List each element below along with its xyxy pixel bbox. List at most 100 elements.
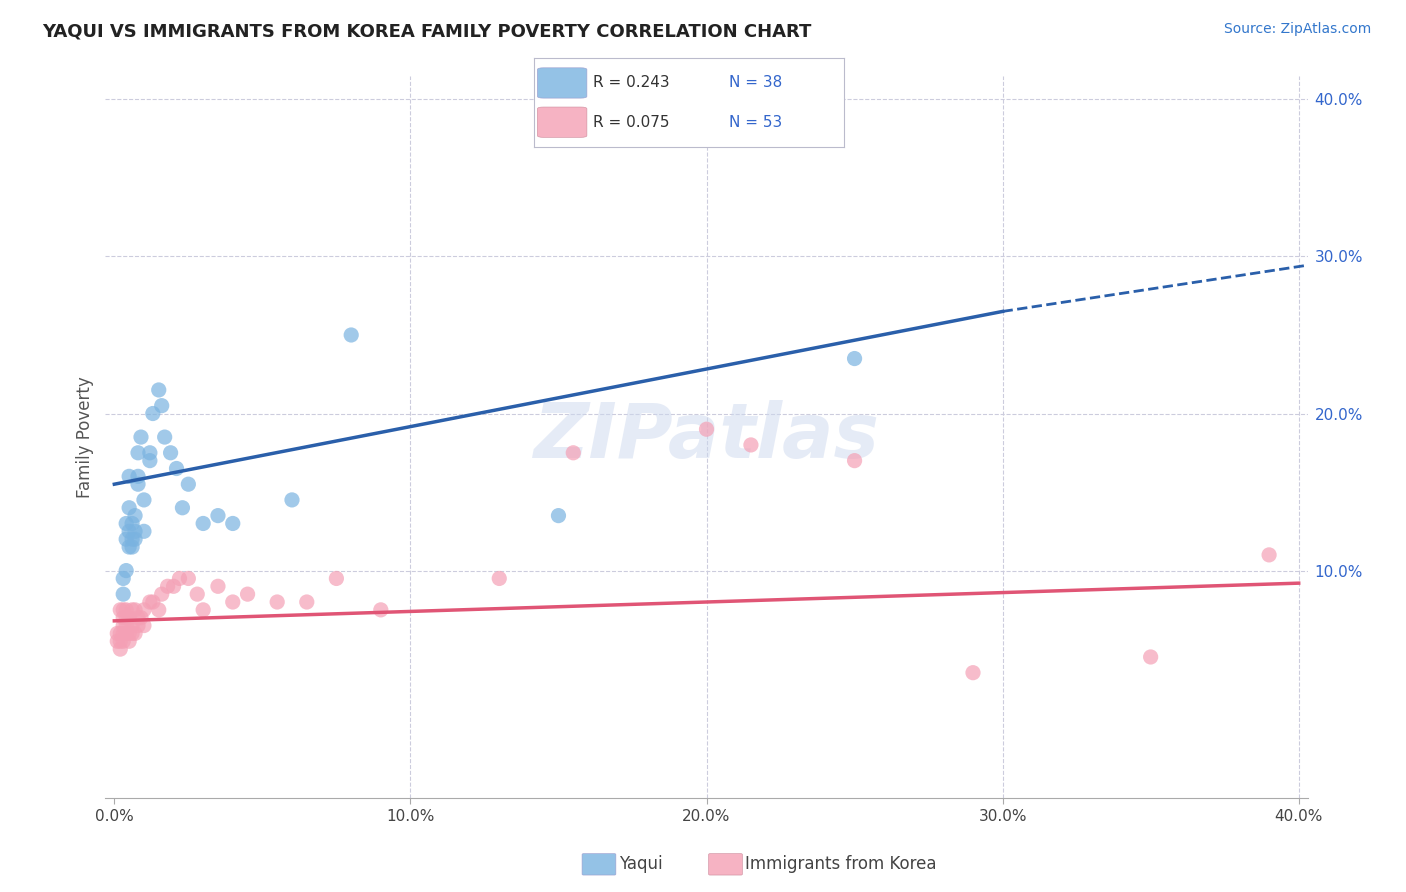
Point bbox=[132, 524, 155, 539]
Point bbox=[127, 469, 149, 483]
Point bbox=[118, 540, 141, 554]
Point bbox=[488, 571, 510, 585]
Text: ZIPatlas: ZIPatlas bbox=[533, 401, 880, 474]
Point bbox=[112, 610, 135, 624]
Point bbox=[169, 571, 191, 585]
Point bbox=[121, 603, 143, 617]
Point bbox=[124, 508, 146, 523]
Y-axis label: Family Poverty: Family Poverty bbox=[76, 376, 94, 498]
Point bbox=[222, 595, 245, 609]
Point bbox=[127, 477, 149, 491]
Point bbox=[118, 469, 141, 483]
Point bbox=[166, 461, 188, 475]
Point bbox=[132, 492, 155, 507]
Point bbox=[112, 618, 135, 632]
Text: R = 0.075: R = 0.075 bbox=[593, 115, 669, 129]
Point bbox=[105, 626, 128, 640]
Point bbox=[124, 532, 146, 546]
Point bbox=[139, 453, 162, 467]
Text: Immigrants from Korea: Immigrants from Korea bbox=[745, 855, 936, 873]
Point bbox=[191, 603, 214, 617]
Point bbox=[295, 595, 318, 609]
Point bbox=[127, 610, 149, 624]
Point bbox=[207, 508, 229, 523]
Point bbox=[127, 618, 149, 632]
Point bbox=[110, 626, 132, 640]
Point bbox=[118, 500, 141, 515]
Point bbox=[110, 603, 132, 617]
Point bbox=[112, 571, 135, 585]
Point bbox=[115, 516, 138, 531]
Text: Source: ZipAtlas.com: Source: ZipAtlas.com bbox=[1223, 22, 1371, 37]
Point bbox=[112, 626, 135, 640]
Point bbox=[150, 587, 173, 601]
Text: YAQUI VS IMMIGRANTS FROM KOREA FAMILY POVERTY CORRELATION CHART: YAQUI VS IMMIGRANTS FROM KOREA FAMILY PO… bbox=[42, 22, 811, 40]
Point bbox=[124, 626, 146, 640]
FancyBboxPatch shape bbox=[537, 107, 586, 137]
Point bbox=[142, 595, 165, 609]
Point bbox=[124, 603, 146, 617]
Point bbox=[236, 587, 259, 601]
Point bbox=[148, 383, 170, 397]
Point bbox=[139, 446, 162, 460]
Point bbox=[142, 407, 165, 421]
Point bbox=[547, 508, 569, 523]
Point bbox=[115, 603, 138, 617]
Point bbox=[156, 579, 179, 593]
Point bbox=[177, 477, 200, 491]
Point bbox=[124, 524, 146, 539]
Point bbox=[129, 610, 152, 624]
Point bbox=[139, 595, 162, 609]
Point bbox=[121, 532, 143, 546]
Point bbox=[740, 438, 762, 452]
Point bbox=[132, 603, 155, 617]
Point bbox=[148, 603, 170, 617]
Text: R = 0.243: R = 0.243 bbox=[593, 76, 669, 90]
Point bbox=[118, 626, 141, 640]
Point bbox=[266, 595, 288, 609]
Point bbox=[340, 328, 363, 343]
Point bbox=[177, 571, 200, 585]
Point bbox=[118, 610, 141, 624]
Point bbox=[127, 446, 149, 460]
Point bbox=[112, 587, 135, 601]
Point bbox=[1139, 650, 1161, 665]
Point bbox=[159, 446, 181, 460]
Point bbox=[207, 579, 229, 593]
Point bbox=[115, 626, 138, 640]
Point bbox=[370, 603, 392, 617]
Point bbox=[162, 579, 184, 593]
Point bbox=[112, 603, 135, 617]
Point bbox=[121, 618, 143, 632]
Point bbox=[110, 634, 132, 648]
Point bbox=[325, 571, 347, 585]
Point bbox=[115, 610, 138, 624]
Point bbox=[121, 626, 143, 640]
Point bbox=[118, 634, 141, 648]
FancyBboxPatch shape bbox=[537, 68, 586, 98]
Point bbox=[962, 665, 984, 680]
Point bbox=[186, 587, 208, 601]
Point bbox=[562, 446, 585, 460]
Point bbox=[844, 453, 866, 467]
Point bbox=[110, 642, 132, 657]
Point bbox=[281, 492, 304, 507]
Point bbox=[115, 564, 138, 578]
Point bbox=[191, 516, 214, 531]
Text: Yaqui: Yaqui bbox=[619, 855, 662, 873]
Point bbox=[115, 532, 138, 546]
Point bbox=[222, 516, 245, 531]
Point bbox=[121, 540, 143, 554]
Text: N = 38: N = 38 bbox=[730, 76, 782, 90]
Point bbox=[172, 500, 194, 515]
Point bbox=[115, 618, 138, 632]
Point bbox=[844, 351, 866, 366]
Point bbox=[1258, 548, 1281, 562]
Point bbox=[121, 516, 143, 531]
Point bbox=[118, 524, 141, 539]
Text: N = 53: N = 53 bbox=[730, 115, 782, 129]
Point bbox=[150, 399, 173, 413]
Point bbox=[153, 430, 176, 444]
Point bbox=[132, 618, 155, 632]
Point bbox=[129, 430, 152, 444]
